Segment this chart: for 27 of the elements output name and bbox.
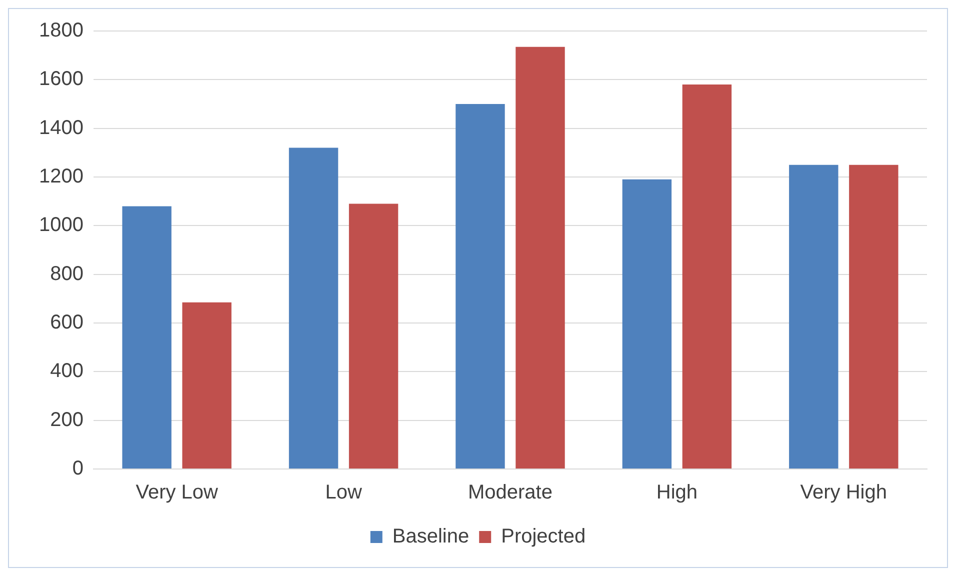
y-tick-label: 0: [72, 458, 84, 480]
x-tick-label: Very Low: [136, 482, 219, 504]
x-tick-label: High: [656, 482, 698, 504]
bar: [456, 104, 505, 468]
x-tick-label: Low: [325, 482, 362, 504]
y-tick-label: 1200: [38, 166, 84, 188]
x-tick-label: Very High: [800, 482, 888, 504]
y-tick-label: 600: [50, 312, 84, 334]
y-tick-label: 1000: [38, 214, 84, 236]
bar: [682, 84, 732, 468]
y-tick-label: 1600: [38, 68, 84, 90]
bar: [122, 206, 172, 468]
x-tick-label: Moderate: [468, 482, 552, 504]
y-tick-label: 1800: [38, 20, 84, 42]
y-tick-label: 800: [50, 262, 84, 285]
bar: [182, 302, 232, 468]
bar: [789, 164, 838, 468]
bar: [288, 148, 338, 468]
legend-label: Projected: [501, 526, 586, 548]
bar: [849, 164, 898, 468]
y-tick-label: 400: [50, 360, 84, 382]
y-tick-label: 200: [50, 408, 84, 431]
bar: [348, 204, 398, 468]
legend-label: Baseline: [392, 526, 470, 548]
bar: [516, 46, 565, 468]
bar: [622, 179, 672, 468]
y-tick-label: 1400: [38, 116, 84, 139]
